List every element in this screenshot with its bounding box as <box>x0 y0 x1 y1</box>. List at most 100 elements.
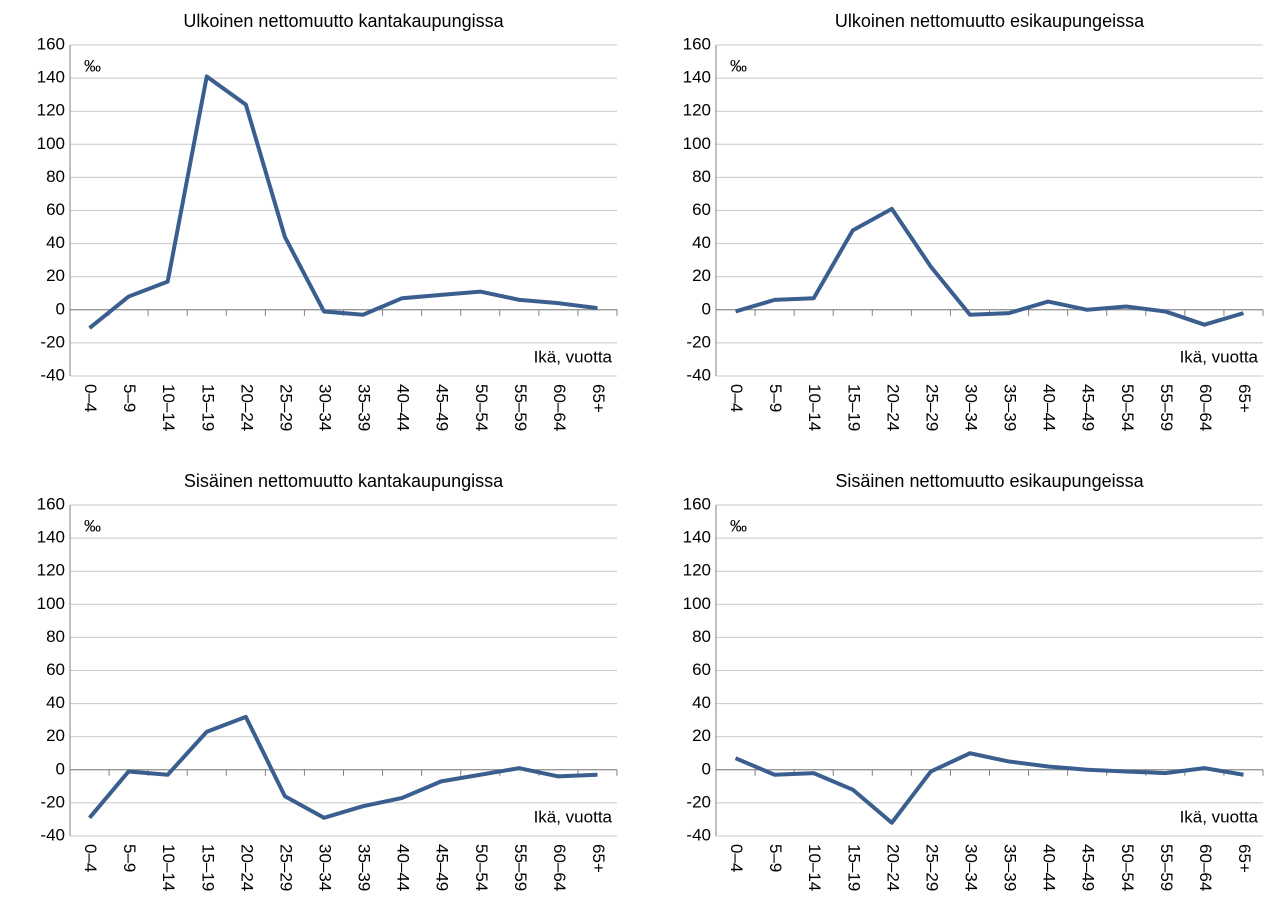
x-axis-label: Ikä, vuotta <box>534 347 613 366</box>
y-tick-label: 80 <box>46 627 65 646</box>
y-tick-label: 80 <box>692 627 711 646</box>
x-axis-label: Ikä, vuotta <box>1180 347 1259 366</box>
y-tick-label: 0 <box>56 759 65 778</box>
y-tick-label: 0 <box>702 299 711 318</box>
x-tick-label: 30–34 <box>961 844 980 891</box>
y-tick-label: 20 <box>46 266 65 285</box>
x-tick-label: 45–49 <box>433 844 452 891</box>
y-tick-label: 160 <box>683 494 711 513</box>
y-tick-label: 100 <box>37 594 65 613</box>
y-unit-label: ‰ <box>730 516 747 535</box>
data-line <box>88 714 598 820</box>
x-tick-label: 25–29 <box>276 844 295 891</box>
y-tick-label: -20 <box>686 792 711 811</box>
x-tick-label: 25–29 <box>922 384 941 431</box>
x-tick-label: 0–4 <box>727 844 746 872</box>
x-tick-label: 30–34 <box>315 844 334 891</box>
x-tick-label: 60–64 <box>1196 844 1215 891</box>
data-line <box>734 751 1244 825</box>
y-tick-label: 60 <box>692 660 711 679</box>
x-tick-label: 15–19 <box>198 384 217 431</box>
x-axis-label: Ikä, vuotta <box>1180 807 1259 826</box>
y-tick-label: 40 <box>46 233 65 252</box>
x-tick-label: 15–19 <box>198 844 217 891</box>
data-line <box>88 74 598 330</box>
x-tick-label: 30–34 <box>315 384 334 431</box>
x-tick-label: 60–64 <box>550 844 569 891</box>
y-tick-label: 40 <box>692 233 711 252</box>
y-tick-label: 120 <box>683 101 711 120</box>
x-tick-label: 65+ <box>1235 384 1254 413</box>
y-tick-label: 120 <box>37 561 65 580</box>
x-tick-label: 40–44 <box>1040 384 1059 431</box>
x-tick-label: 50–54 <box>472 844 491 891</box>
x-tick-label: 65+ <box>589 384 608 413</box>
x-tick-label: 5–9 <box>120 384 139 412</box>
y-tick-label: 140 <box>37 68 65 87</box>
y-unit-label: ‰ <box>84 56 101 75</box>
y-tick-label: -40 <box>686 825 711 844</box>
y-tick-label: 100 <box>37 134 65 153</box>
x-tick-label: 50–54 <box>1118 844 1137 891</box>
y-tick-label: -20 <box>40 792 65 811</box>
x-tick-label: 5–9 <box>120 844 139 872</box>
x-tick-label: 55–59 <box>511 844 530 891</box>
x-tick-label: 65+ <box>1235 844 1254 873</box>
x-tick-label: 35–39 <box>1001 384 1020 431</box>
x-tick-label: 40–44 <box>394 844 413 891</box>
x-tick-label: 5–9 <box>766 844 785 872</box>
y-tick-label: -40 <box>40 365 65 384</box>
x-tick-label: 40–44 <box>1040 844 1059 891</box>
y-tick-label: 0 <box>702 759 711 778</box>
x-tick-label: 15–19 <box>844 384 863 431</box>
x-tick-label: 35–39 <box>355 384 374 431</box>
x-tick-label: 45–49 <box>1079 384 1098 431</box>
y-tick-label: 0 <box>56 299 65 318</box>
y-tick-label: 20 <box>692 726 711 745</box>
x-tick-label: 15–19 <box>844 844 863 891</box>
x-tick-label: 0–4 <box>81 384 100 412</box>
y-tick-label: 160 <box>37 494 65 513</box>
y-tick-label: 120 <box>37 101 65 120</box>
data-line <box>734 206 1245 327</box>
x-tick-label: 40–44 <box>394 384 413 431</box>
y-tick-label: -40 <box>686 365 711 384</box>
y-tick-label: 20 <box>692 266 711 285</box>
chart-title: Sisäinen nettomuutto kantakaupungissa <box>184 471 504 491</box>
x-tick-label: 20–24 <box>237 384 256 431</box>
x-tick-label: 35–39 <box>1001 844 1020 891</box>
x-tick-label: 10–14 <box>159 844 178 891</box>
x-tick-label: 55–59 <box>511 384 530 431</box>
x-tick-label: 45–49 <box>433 384 452 431</box>
x-tick-label: 55–59 <box>1157 384 1176 431</box>
x-tick-label: 30–34 <box>961 384 980 431</box>
x-tick-label: 55–59 <box>1157 844 1176 891</box>
y-tick-label: 40 <box>692 693 711 712</box>
x-tick-label: 0–4 <box>727 384 746 412</box>
x-tick-label: 50–54 <box>1118 384 1137 431</box>
y-tick-label: 60 <box>46 660 65 679</box>
chart-title: Sisäinen nettomuutto esikaupungeissa <box>835 471 1144 491</box>
x-tick-label: 10–14 <box>159 384 178 431</box>
x-tick-label: 0–4 <box>81 844 100 872</box>
x-tick-label: 25–29 <box>276 384 295 431</box>
y-tick-label: -40 <box>40 825 65 844</box>
y-tick-label: 140 <box>683 68 711 87</box>
y-unit-label: ‰ <box>730 56 747 75</box>
y-tick-label: 40 <box>46 693 65 712</box>
chart-title: Ulkoinen nettomuutto kantakaupungissa <box>183 11 504 31</box>
y-tick-label: 160 <box>37 34 65 53</box>
x-tick-label: 60–64 <box>550 384 569 431</box>
x-tick-label: 50–54 <box>472 384 491 431</box>
x-tick-label: 25–29 <box>922 844 941 891</box>
x-tick-label: 20–24 <box>883 384 902 431</box>
y-tick-label: 160 <box>683 34 711 53</box>
y-tick-label: 120 <box>683 561 711 580</box>
x-tick-label: 20–24 <box>883 844 902 891</box>
y-tick-label: 60 <box>692 200 711 219</box>
x-tick-label: 20–24 <box>237 844 256 891</box>
y-tick-label: 140 <box>683 528 711 547</box>
x-tick-label: 5–9 <box>766 384 785 412</box>
x-tick-label: 10–14 <box>805 844 824 891</box>
